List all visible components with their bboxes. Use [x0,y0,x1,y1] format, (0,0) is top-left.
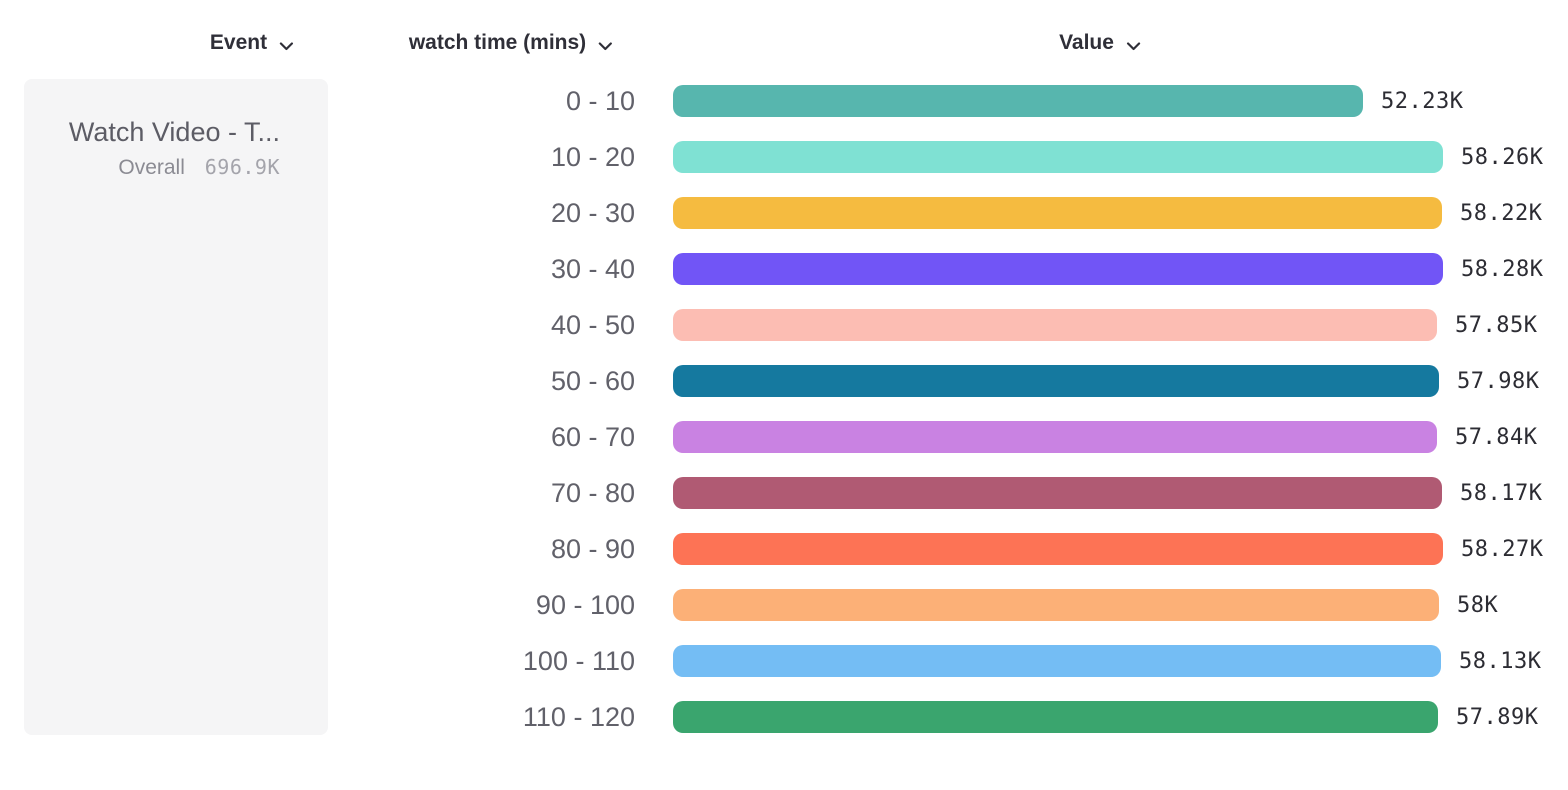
bar-category-label: 30 - 40 [550,253,635,284]
bar-category-label: 90 - 100 [535,589,635,620]
bar-value-label: 58.26K [1461,144,1544,170]
bar-category-label: 80 - 90 [550,533,635,564]
bar-chart: 0 - 10 52.23K 10 - 20 58.26K 20 - 30 58.… [0,85,1568,745]
event-title: Watch Video - T... [68,117,280,147]
bar-category-label: 40 - 50 [550,309,635,340]
bar-value-label: 57.89K [1456,704,1539,730]
bar[interactable] [673,85,1363,117]
bar[interactable] [673,253,1443,285]
bar[interactable] [673,365,1439,397]
value-column-label: Value [1059,31,1114,54]
bar[interactable] [673,701,1438,733]
bar[interactable] [673,197,1442,229]
breakdown-column-header[interactable]: watch time (mins) [409,28,613,58]
bar[interactable] [673,645,1441,677]
bar-value-label: 52.23K [1381,88,1464,114]
bar[interactable] [673,533,1443,565]
bar[interactable] [673,309,1437,341]
chevron-down-icon [598,33,613,57]
bar-value-label: 57.84K [1455,424,1538,450]
bar-value-label: 58K [1457,592,1499,618]
bar-row: 90 - 100 58K [0,589,1568,621]
bar-row: 50 - 60 57.98K [0,365,1568,397]
bar-value-label: 58.28K [1461,256,1544,282]
bar-row: 10 - 20 58.26K [0,141,1568,173]
bar-value-label: 58.22K [1460,200,1543,226]
bar-row: 70 - 80 58.17K [0,477,1568,509]
event-card[interactable]: Watch Video - T... Overall 696.9K [24,79,328,735]
breakdown-column-label: watch time (mins) [408,31,587,54]
bar-value-label: 58.13K [1459,648,1542,674]
event-column-label: Event [209,31,268,54]
bar-row: 60 - 70 57.84K [0,421,1568,453]
bar-category-label: 0 - 10 [565,85,635,116]
bar-value-label: 58.27K [1461,536,1544,562]
bar[interactable] [673,141,1443,173]
bar-row: 30 - 40 58.28K [0,253,1568,285]
bar-category-label: 20 - 30 [550,197,635,228]
bar-row: 100 - 110 58.13K [0,645,1568,677]
overall-label: Overall [118,156,185,179]
bar-category-label: 50 - 60 [550,365,635,396]
bar-row: 20 - 30 58.22K [0,197,1568,229]
bar-category-label: 100 - 110 [522,645,635,676]
bar-value-label: 57.85K [1455,312,1538,338]
bar-category-label: 10 - 20 [550,141,635,172]
bar[interactable] [673,589,1439,621]
event-card-content: Watch Video - T... Overall 696.9K [40,115,280,181]
bar-row: 0 - 10 52.23K [0,85,1568,117]
bar-category-label: 60 - 70 [550,421,635,452]
bar-value-label: 58.17K [1460,480,1543,506]
bar-category-label: 110 - 120 [522,701,635,732]
bar-row: 40 - 50 57.85K [0,309,1568,341]
bar-row: 110 - 120 57.89K [0,701,1568,733]
bar-row: 80 - 90 58.27K [0,533,1568,565]
overall-row: Overall 696.9K [40,154,280,181]
value-column-header[interactable]: Value [1059,28,1141,58]
chevron-down-icon [1126,33,1141,57]
bar-category-label: 70 - 80 [550,477,635,508]
bar-value-label: 57.98K [1457,368,1540,394]
event-column-header[interactable]: Event [210,28,294,58]
bar[interactable] [673,477,1442,509]
overall-value: 696.9K [204,155,280,179]
chevron-down-icon [279,33,294,57]
bar[interactable] [673,421,1437,453]
